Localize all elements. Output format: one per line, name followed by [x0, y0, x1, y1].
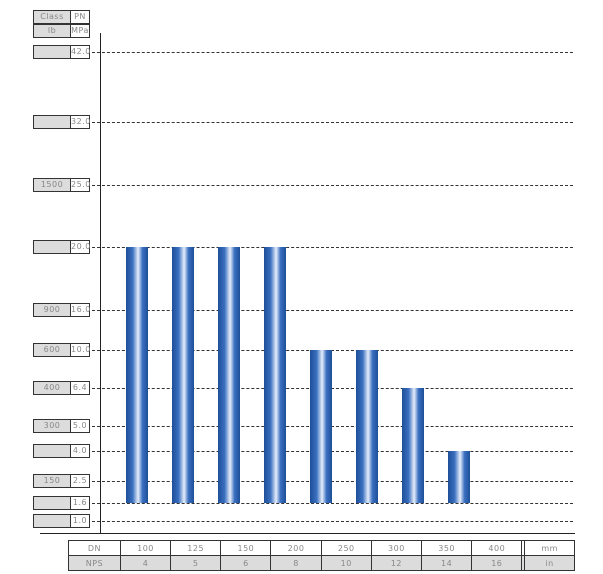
- bar-dn-150: [218, 247, 240, 503]
- bar-dn-100: [126, 247, 148, 503]
- x-axis-table: DN 100 125 150 200 250 300 350 400 mm NPS 4 5 6 8 10 12…: [68, 540, 575, 571]
- gridline: [92, 521, 573, 522]
- pn-label: 20.0: [70, 240, 90, 254]
- gridline: [92, 503, 573, 504]
- pn-label: 25.0: [70, 178, 90, 192]
- gridline: [92, 52, 573, 53]
- nps-value: 12: [370, 555, 423, 571]
- gridline: [92, 388, 573, 389]
- bar-dn-400: [448, 451, 470, 503]
- class-label: [33, 496, 71, 510]
- class-label: [33, 115, 71, 129]
- pn-label: 1.6: [70, 496, 90, 510]
- pn-label: 1.0: [70, 514, 90, 528]
- bar-dn-350: [402, 388, 424, 503]
- class-label: [33, 514, 71, 528]
- dn-value: 300: [370, 540, 423, 556]
- gridline: [92, 185, 573, 186]
- dn-value: 125: [170, 540, 222, 556]
- nps-value: 8: [270, 555, 322, 571]
- nps-value: 16: [471, 555, 523, 571]
- pn-label: 6.4: [70, 381, 90, 395]
- class-label: 600: [33, 343, 71, 357]
- pn-label: 10.0: [70, 343, 90, 357]
- dn-value: 400: [471, 540, 523, 556]
- nps-value: 14: [421, 555, 473, 571]
- class-label: 300: [33, 419, 71, 433]
- x-axis: [40, 533, 575, 534]
- class-label: [33, 240, 71, 254]
- class-unit: lb: [33, 24, 71, 38]
- pn-label: 4.0: [70, 444, 90, 458]
- pn-label: 42.0: [70, 45, 90, 59]
- nps-value: 4: [119, 555, 172, 571]
- dn-value: 350: [421, 540, 473, 556]
- gridline: [92, 350, 573, 351]
- nps-value: 6: [220, 555, 272, 571]
- gridline: [92, 310, 573, 311]
- gridline: [92, 451, 573, 452]
- gridline: [92, 122, 573, 123]
- dn-label: DN: [68, 540, 121, 556]
- class-label: 900: [33, 303, 71, 317]
- gridline: [92, 426, 573, 427]
- pn-label: 2.5: [70, 474, 90, 488]
- nps-unit: in: [524, 555, 575, 571]
- gridline: [92, 481, 573, 482]
- dn-value: 250: [320, 540, 372, 556]
- class-label: 1500: [33, 178, 71, 192]
- pn-unit: MPa: [70, 24, 90, 38]
- class-label: 150: [33, 474, 71, 488]
- bar-dn-200: [264, 247, 286, 503]
- pn-label: 32.0: [70, 115, 90, 129]
- dn-value: 200: [270, 540, 322, 556]
- bar-dn-125: [172, 247, 194, 503]
- dn-unit: mm: [524, 540, 575, 556]
- nps-value: 10: [320, 555, 372, 571]
- class-label: [33, 444, 71, 458]
- dn-value: 150: [220, 540, 272, 556]
- nps-value: 5: [170, 555, 222, 571]
- class-header: Class: [33, 10, 71, 24]
- pn-label: 16.0: [70, 303, 90, 317]
- gridline: [92, 247, 573, 248]
- dn-value: 100: [119, 540, 172, 556]
- class-label: [33, 45, 71, 59]
- bar-dn-250: [310, 350, 332, 503]
- y-axis: [100, 33, 101, 533]
- pn-header: PN: [70, 10, 90, 24]
- pn-label: 5.0: [70, 419, 90, 433]
- class-label: 400: [33, 381, 71, 395]
- bar-dn-300: [356, 350, 378, 503]
- nps-label: NPS: [68, 555, 121, 571]
